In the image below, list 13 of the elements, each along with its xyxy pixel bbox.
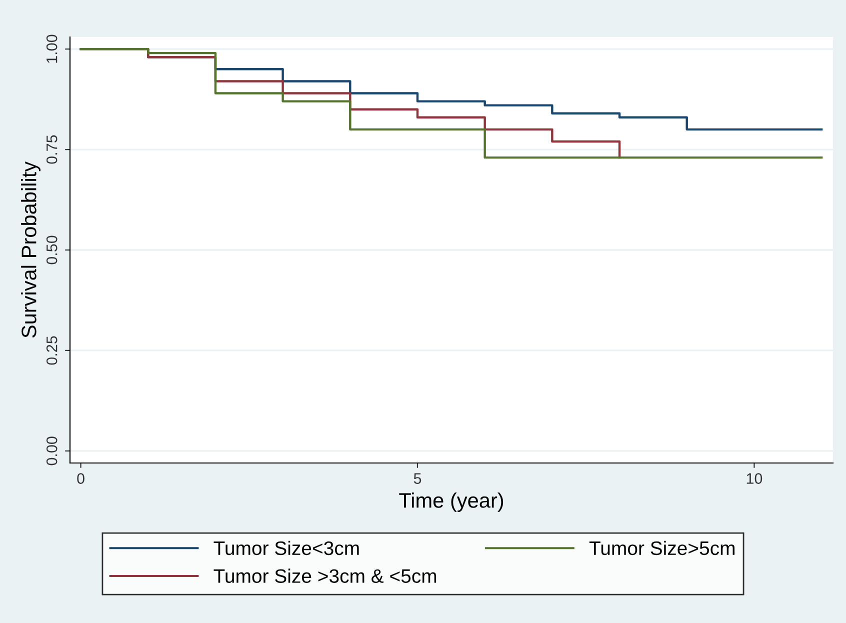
x-tick-label: 10 [746, 473, 762, 484]
y-tick-label: 0.00 [46, 436, 58, 466]
legend-label: Tumor Size<3cm [214, 540, 359, 556]
y-axis-title: Survival Probability [21, 161, 40, 338]
legend-label: Tumor Size >3cm & <5cm [214, 568, 436, 583]
y-tick-label: 1.00 [46, 34, 58, 63]
y-tick-label: 0.75 [46, 135, 58, 164]
x-tick-label: 5 [414, 473, 422, 484]
x-tick-label: 0 [77, 473, 84, 484]
y-tick-label: 0.50 [46, 236, 58, 264]
x-axis-title: Time (year) [399, 492, 504, 512]
legend-label: Tumor Size>5cm [589, 540, 734, 556]
y-tick-label: 0.25 [46, 336, 58, 365]
